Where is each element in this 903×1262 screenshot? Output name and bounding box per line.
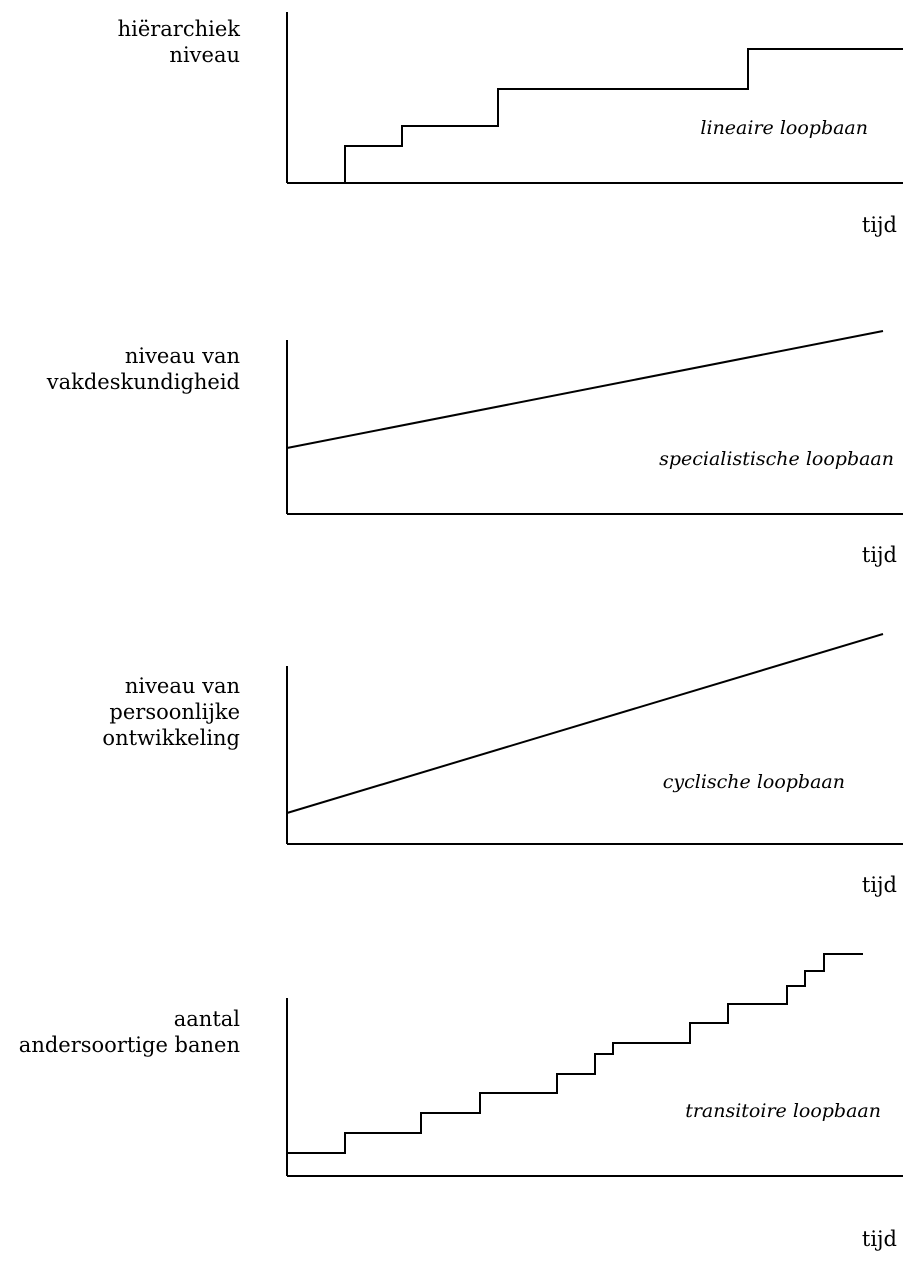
career-path (287, 953, 863, 1154)
career-path (286, 330, 884, 449)
career-type-label: specialistische loopbaan (659, 448, 894, 470)
y-axis-label: aantal andersoortige banen (19, 1006, 240, 1058)
career-path (344, 48, 903, 183)
y-axis-label: hiërarchiek niveau (118, 16, 240, 68)
diagram-specialist-career: niveau van vakdeskundigheid specialistis… (0, 310, 903, 580)
y-axis-label-line: ontwikkeling (102, 726, 240, 750)
career-path (286, 633, 884, 814)
y-axis-label-line: niveau van (124, 344, 240, 368)
y-axis-label-line: andersoortige banen (18, 1033, 240, 1057)
diagram-transitional-career: aantal andersoortige banen transitoire l… (0, 950, 903, 1262)
career-type-label: lineaire loopbaan (700, 117, 868, 139)
cyclic-career-plot (286, 633, 903, 845)
y-axis-label-line: aantal (173, 1007, 240, 1031)
y-axis-label-line: niveau (169, 43, 240, 67)
y-axis-label-line: persoonlijke (109, 700, 240, 724)
linear-career-plot (286, 12, 903, 184)
y-axis-label: niveau van persoonlijke ontwikkeling (102, 673, 240, 751)
y-axis-label-line: vakdeskundigheid (46, 370, 240, 394)
y-axis-label-line: niveau van (124, 674, 240, 698)
x-axis-label: tijd (861, 1227, 897, 1251)
diagram-linear-career: hiërarchiek niveau lineaire loopbaan tij… (0, 0, 903, 270)
career-type-label: transitoire loopbaan (685, 1100, 881, 1122)
x-axis-label: tijd (861, 213, 897, 237)
x-axis-label: tijd (861, 543, 897, 567)
transitional-career-plot (286, 953, 903, 1177)
x-axis-label: tijd (861, 873, 897, 897)
career-type-label: cyclische loopbaan (662, 771, 845, 793)
specialist-career-plot (286, 330, 903, 515)
diagram-cyclic-career: niveau van persoonlijke ontwikkeling cyc… (0, 620, 903, 910)
y-axis-label-line: hiërarchiek (117, 17, 240, 41)
y-axis-label: niveau van vakdeskundigheid (47, 343, 240, 395)
